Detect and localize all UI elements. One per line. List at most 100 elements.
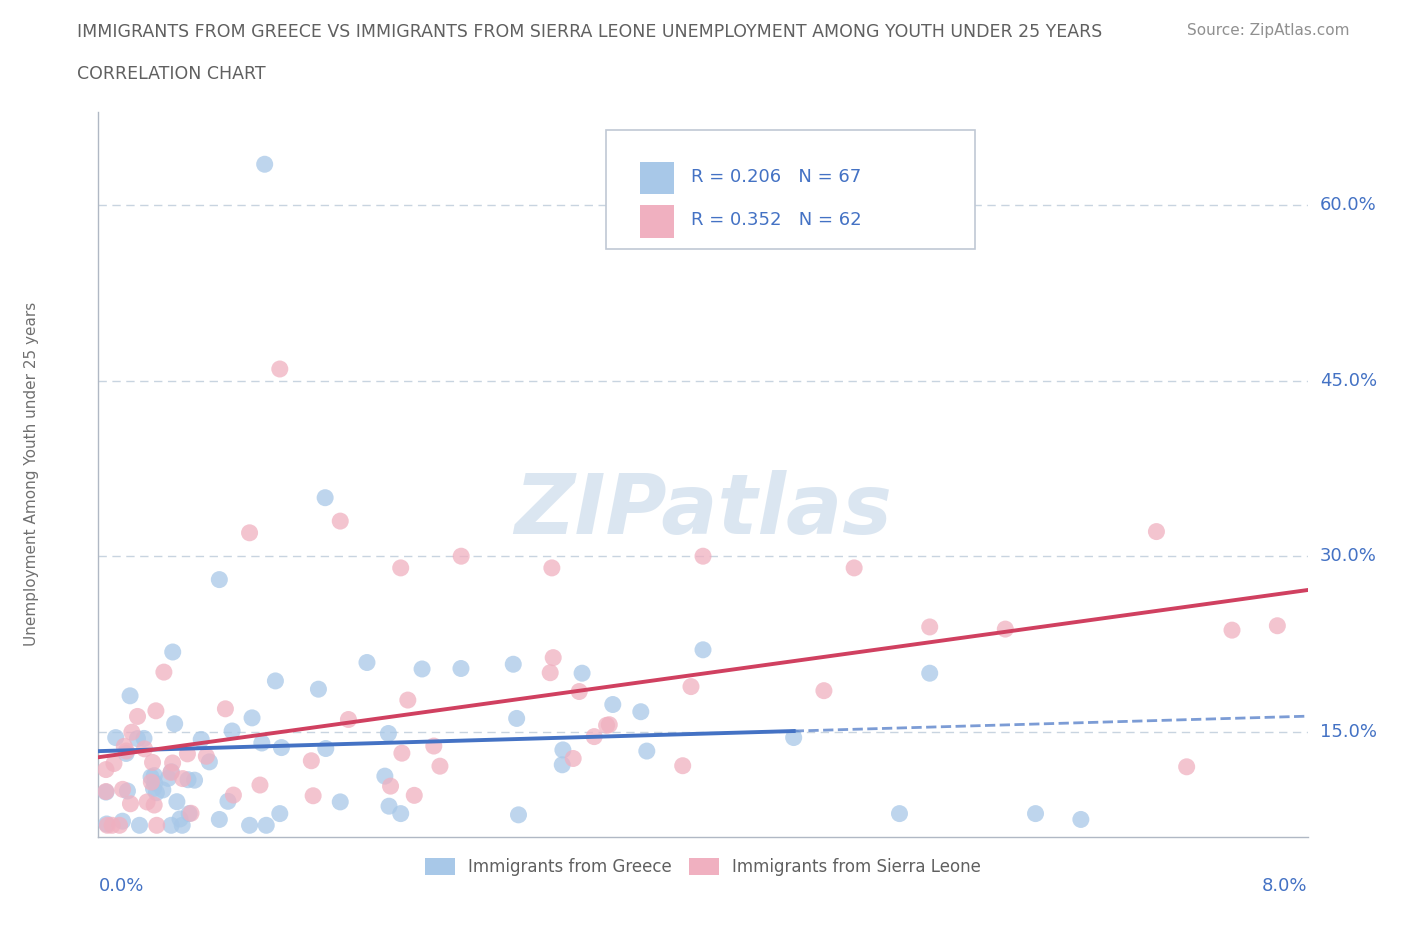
Point xyxy=(994,621,1017,636)
Point xyxy=(127,709,149,724)
Point xyxy=(239,817,262,832)
Point xyxy=(139,769,162,784)
Point xyxy=(117,784,139,799)
Point xyxy=(143,768,166,783)
Point xyxy=(160,765,183,780)
Point xyxy=(208,572,231,587)
Point xyxy=(551,742,574,757)
Point xyxy=(813,684,835,698)
Point xyxy=(429,759,451,774)
Point xyxy=(96,817,118,832)
Point xyxy=(222,788,245,803)
Point xyxy=(214,701,236,716)
Point xyxy=(636,744,658,759)
Point xyxy=(120,796,142,811)
Point xyxy=(143,798,166,813)
Point xyxy=(264,673,287,688)
Point xyxy=(356,655,378,670)
Text: 0.0%: 0.0% xyxy=(98,877,143,895)
Point xyxy=(380,778,402,793)
Point xyxy=(571,666,593,681)
Point xyxy=(844,561,866,576)
Text: Source: ZipAtlas.com: Source: ZipAtlas.com xyxy=(1187,23,1350,38)
Point xyxy=(540,561,562,576)
Point xyxy=(111,782,134,797)
Point xyxy=(160,817,183,832)
Point xyxy=(134,741,156,756)
Point xyxy=(692,549,714,564)
Point xyxy=(1175,760,1198,775)
Point xyxy=(314,490,336,505)
Point xyxy=(270,740,292,755)
Point xyxy=(112,738,135,753)
Point xyxy=(302,789,325,804)
Point xyxy=(889,806,911,821)
Point xyxy=(145,703,167,718)
Point xyxy=(337,712,360,727)
Point xyxy=(692,643,714,658)
Point xyxy=(250,736,273,751)
Point xyxy=(132,731,155,746)
Point xyxy=(377,726,399,741)
Point xyxy=(221,724,243,738)
Point xyxy=(96,817,118,831)
Point xyxy=(162,755,184,770)
Point xyxy=(602,698,624,712)
Point xyxy=(254,817,277,832)
Text: 8.0%: 8.0% xyxy=(1263,877,1308,895)
Point xyxy=(142,781,165,796)
Point xyxy=(269,806,291,821)
Point xyxy=(307,682,329,697)
Point xyxy=(120,688,142,703)
Point xyxy=(190,732,212,747)
Point xyxy=(253,157,276,172)
Point xyxy=(1025,806,1047,821)
Point xyxy=(157,771,180,786)
Text: CORRELATION CHART: CORRELATION CHART xyxy=(77,65,266,83)
Point xyxy=(94,784,117,799)
Legend: Immigrants from Greece, Immigrants from Sierra Leone: Immigrants from Greece, Immigrants from … xyxy=(419,852,987,883)
Point xyxy=(329,513,352,528)
Point xyxy=(389,806,412,821)
FancyBboxPatch shape xyxy=(640,162,673,194)
Point xyxy=(115,744,138,759)
Point xyxy=(94,785,117,800)
Point xyxy=(141,755,163,770)
Point xyxy=(541,650,564,665)
Point xyxy=(104,730,127,745)
Point xyxy=(1220,623,1243,638)
Point xyxy=(111,814,134,829)
FancyBboxPatch shape xyxy=(640,206,673,238)
Point xyxy=(136,794,159,809)
Point xyxy=(391,746,413,761)
Point xyxy=(783,730,806,745)
Text: 15.0%: 15.0% xyxy=(1320,723,1376,740)
Point xyxy=(505,711,527,726)
Point xyxy=(143,776,166,790)
Point xyxy=(299,753,322,768)
Point xyxy=(208,812,231,827)
Point xyxy=(101,817,124,832)
Point xyxy=(103,756,125,771)
Point xyxy=(1267,618,1289,633)
Text: R = 0.206   N = 67: R = 0.206 N = 67 xyxy=(690,168,860,186)
Point xyxy=(121,724,143,739)
Point xyxy=(389,561,412,576)
Point xyxy=(598,717,620,732)
Point xyxy=(450,549,472,564)
Point xyxy=(568,684,591,699)
Point xyxy=(180,805,202,820)
Point xyxy=(177,772,200,787)
Point xyxy=(141,775,163,790)
Point xyxy=(239,525,262,540)
Point xyxy=(508,807,530,822)
Point xyxy=(169,812,191,827)
Point xyxy=(378,799,401,814)
Point xyxy=(163,716,186,731)
Point xyxy=(404,788,426,803)
Point xyxy=(172,771,194,786)
Point xyxy=(94,762,117,777)
Point xyxy=(128,817,150,832)
Point xyxy=(176,747,198,762)
Point xyxy=(172,817,194,832)
